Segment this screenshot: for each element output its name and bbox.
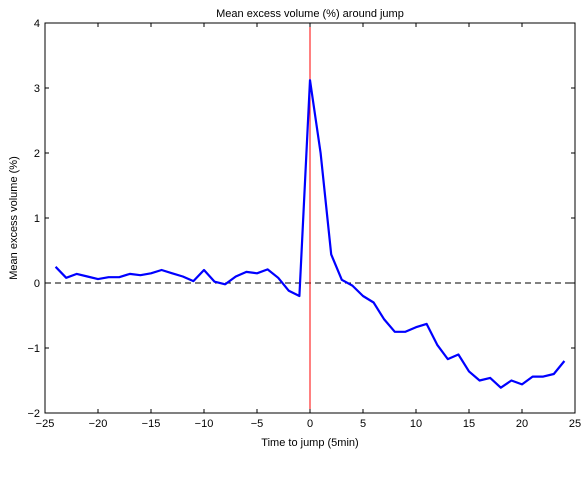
x-tick-label: −25	[36, 418, 55, 430]
y-axis-label: Mean excess volume (%)	[8, 156, 20, 280]
x-tick-label: 25	[569, 418, 581, 430]
y-tick-label: 4	[34, 18, 40, 30]
y-tick-label: 3	[34, 83, 40, 95]
y-tick-label: −2	[27, 408, 40, 420]
y-tick-label: 0	[34, 278, 40, 290]
series-line-0	[54, 79, 566, 389]
x-tick-label: 0	[307, 418, 313, 430]
x-tick-label: −10	[195, 418, 214, 430]
x-tick-label: −15	[142, 418, 161, 430]
y-tick-label: 1	[34, 213, 40, 225]
x-tick-label: 10	[410, 418, 422, 430]
x-tick-label: 5	[360, 418, 366, 430]
chart-title: Mean excess volume (%) around jump	[216, 8, 404, 20]
x-tick-label: −5	[251, 418, 264, 430]
x-tick-label: 15	[463, 418, 475, 430]
x-tick-label: 20	[516, 418, 528, 430]
x-tick-label: −20	[89, 418, 108, 430]
x-axis-label: Time to jump (5min)	[261, 437, 358, 449]
y-tick-label: −1	[27, 343, 40, 355]
y-tick-label: 2	[34, 148, 40, 160]
